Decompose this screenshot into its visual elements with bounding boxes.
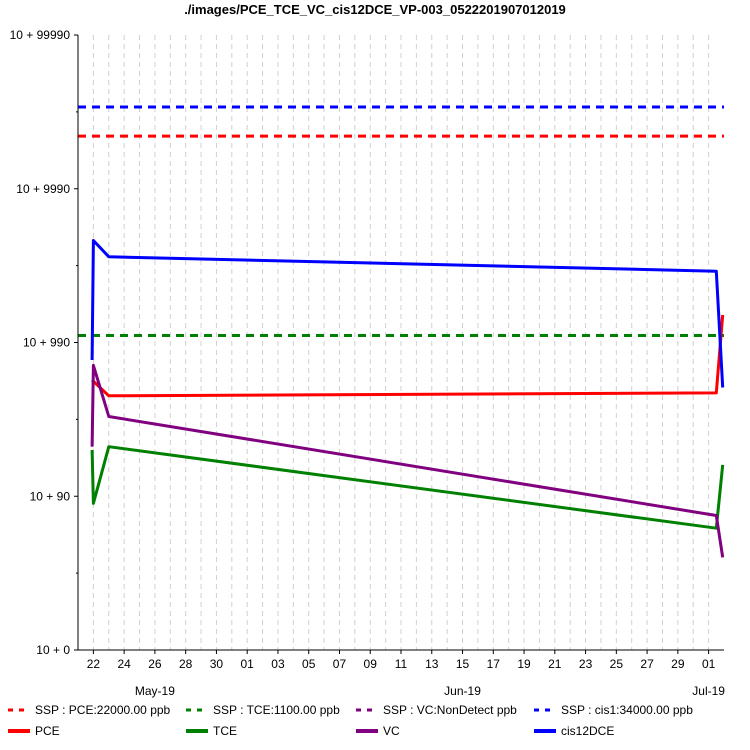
y-tick-label: 10 + 990 (23, 336, 70, 350)
legend: SSP : PCE:22000.00 ppb SSP : TCE:1100.00 … (8, 703, 693, 738)
x-tick-label: 23 (579, 657, 593, 671)
legend-label: VC (383, 724, 400, 738)
x-tick-label: 30 (210, 657, 224, 671)
x-tick-label: 26 (148, 657, 162, 671)
y-tick-label: 10 + 9990 (16, 182, 70, 196)
series-line (91, 314, 725, 398)
x-tick-label: 09 (364, 657, 378, 671)
y-tick-label: 10 + 90 (30, 489, 71, 503)
x-tick-label: 27 (640, 657, 654, 671)
legend-label: cis12DCE (561, 724, 614, 738)
x-tick-label: 24 (117, 657, 131, 671)
x-tick-label: 07 (333, 657, 347, 671)
axes: 10 + 0 10 + 90 10 + 990 10 + 9990 10 + 99990… (10, 28, 726, 698)
series-line (90, 363, 725, 558)
legend-label: SSP : cis1:34000.00 ppb (561, 703, 693, 717)
legend-label: SSP : VC:NonDetect ppb (383, 703, 517, 717)
x-month-label: Jul-19 (692, 684, 725, 698)
series-line (90, 445, 725, 530)
x-tick-label: 03 (271, 657, 285, 671)
legend-label: SSP : PCE:22000.00 ppb (35, 703, 171, 717)
x-tick-label: 29 (671, 657, 685, 671)
x-tick-label: 11 (395, 657, 408, 671)
grid (92, 35, 710, 650)
x-tick-label: 05 (302, 657, 316, 671)
series-line (90, 239, 725, 388)
x-tick-label: 01 (702, 657, 716, 671)
chart-title: ./images/PCE_TCE_VC_cis12DCE_VP-003_0522… (184, 2, 566, 17)
x-tick-label: 01 (241, 657, 255, 671)
ssp-lines (78, 105, 724, 338)
x-tick-label: 22 (87, 657, 101, 671)
x-month-label: May-19 (135, 684, 175, 698)
x-tick-label: 13 (425, 657, 439, 671)
x-tick-label: 17 (487, 657, 501, 671)
legend-label: SSP : TCE:1100.00 ppb (213, 703, 340, 717)
x-tick-label: 15 (456, 657, 470, 671)
x-tick-label: 28 (179, 657, 193, 671)
series-lines (90, 239, 725, 558)
y-tick-label: 10 + 99990 (10, 28, 71, 42)
legend-label: TCE (213, 724, 237, 738)
x-tick-label: 19 (517, 657, 531, 671)
x-tick-label: 21 (548, 657, 562, 671)
y-tick-label: 10 + 0 (36, 643, 70, 657)
x-tick-label: 25 (610, 657, 624, 671)
x-month-label: Jun-19 (444, 684, 481, 698)
legend-label: PCE (35, 724, 60, 738)
